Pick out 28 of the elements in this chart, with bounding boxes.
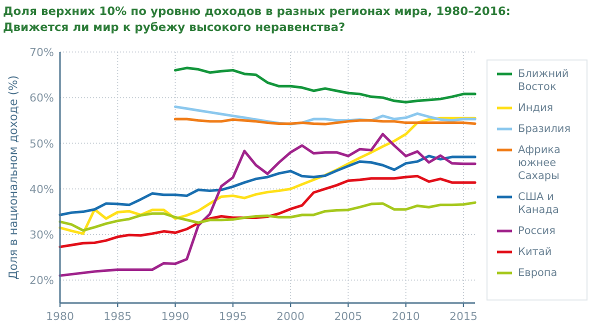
x-tick-label: 1985 [104,310,132,323]
x-tick-label: 2005 [334,310,362,323]
line-series [58,132,476,277]
legend-label: Африка южнее Сахары [518,144,560,182]
line-series [58,201,476,232]
x-tick-label: 1995 [218,310,247,323]
chart-title: Доля верхних 10% по уровню доходов в разных регионах мира, 1980–2016: Движется ли мир к рубежу высокого неравенства? [3,4,511,34]
legend-label: США и Канада [518,191,559,216]
x-tick-label: 2015 [449,310,478,323]
legend-label: Китай [518,246,552,258]
y-tick-label: 30% [30,228,54,242]
x-tick-label: 2000 [276,310,305,323]
y-tick-label: 20% [30,274,54,288]
y-tick-label: 70% [30,46,54,59]
y-axis-title: Доля в национальном доходе (%) [6,75,20,280]
legend-label: Индия [518,102,554,114]
x-tick-label: 1980 [46,310,74,323]
line-series [174,66,476,104]
x-tick-label: 1990 [161,310,190,323]
y-tick-label: 60% [30,92,54,105]
y-tick-label: 40% [30,182,54,196]
x-tick-label: 2010 [392,310,420,323]
y-tick-label: 50% [30,137,54,150]
legend-label: Европа [518,267,558,279]
legend-label: Россия [518,225,556,237]
legend-label: Бразилия [518,123,571,135]
legend-label: Ближний Восток [518,68,569,93]
line-series [58,154,476,216]
